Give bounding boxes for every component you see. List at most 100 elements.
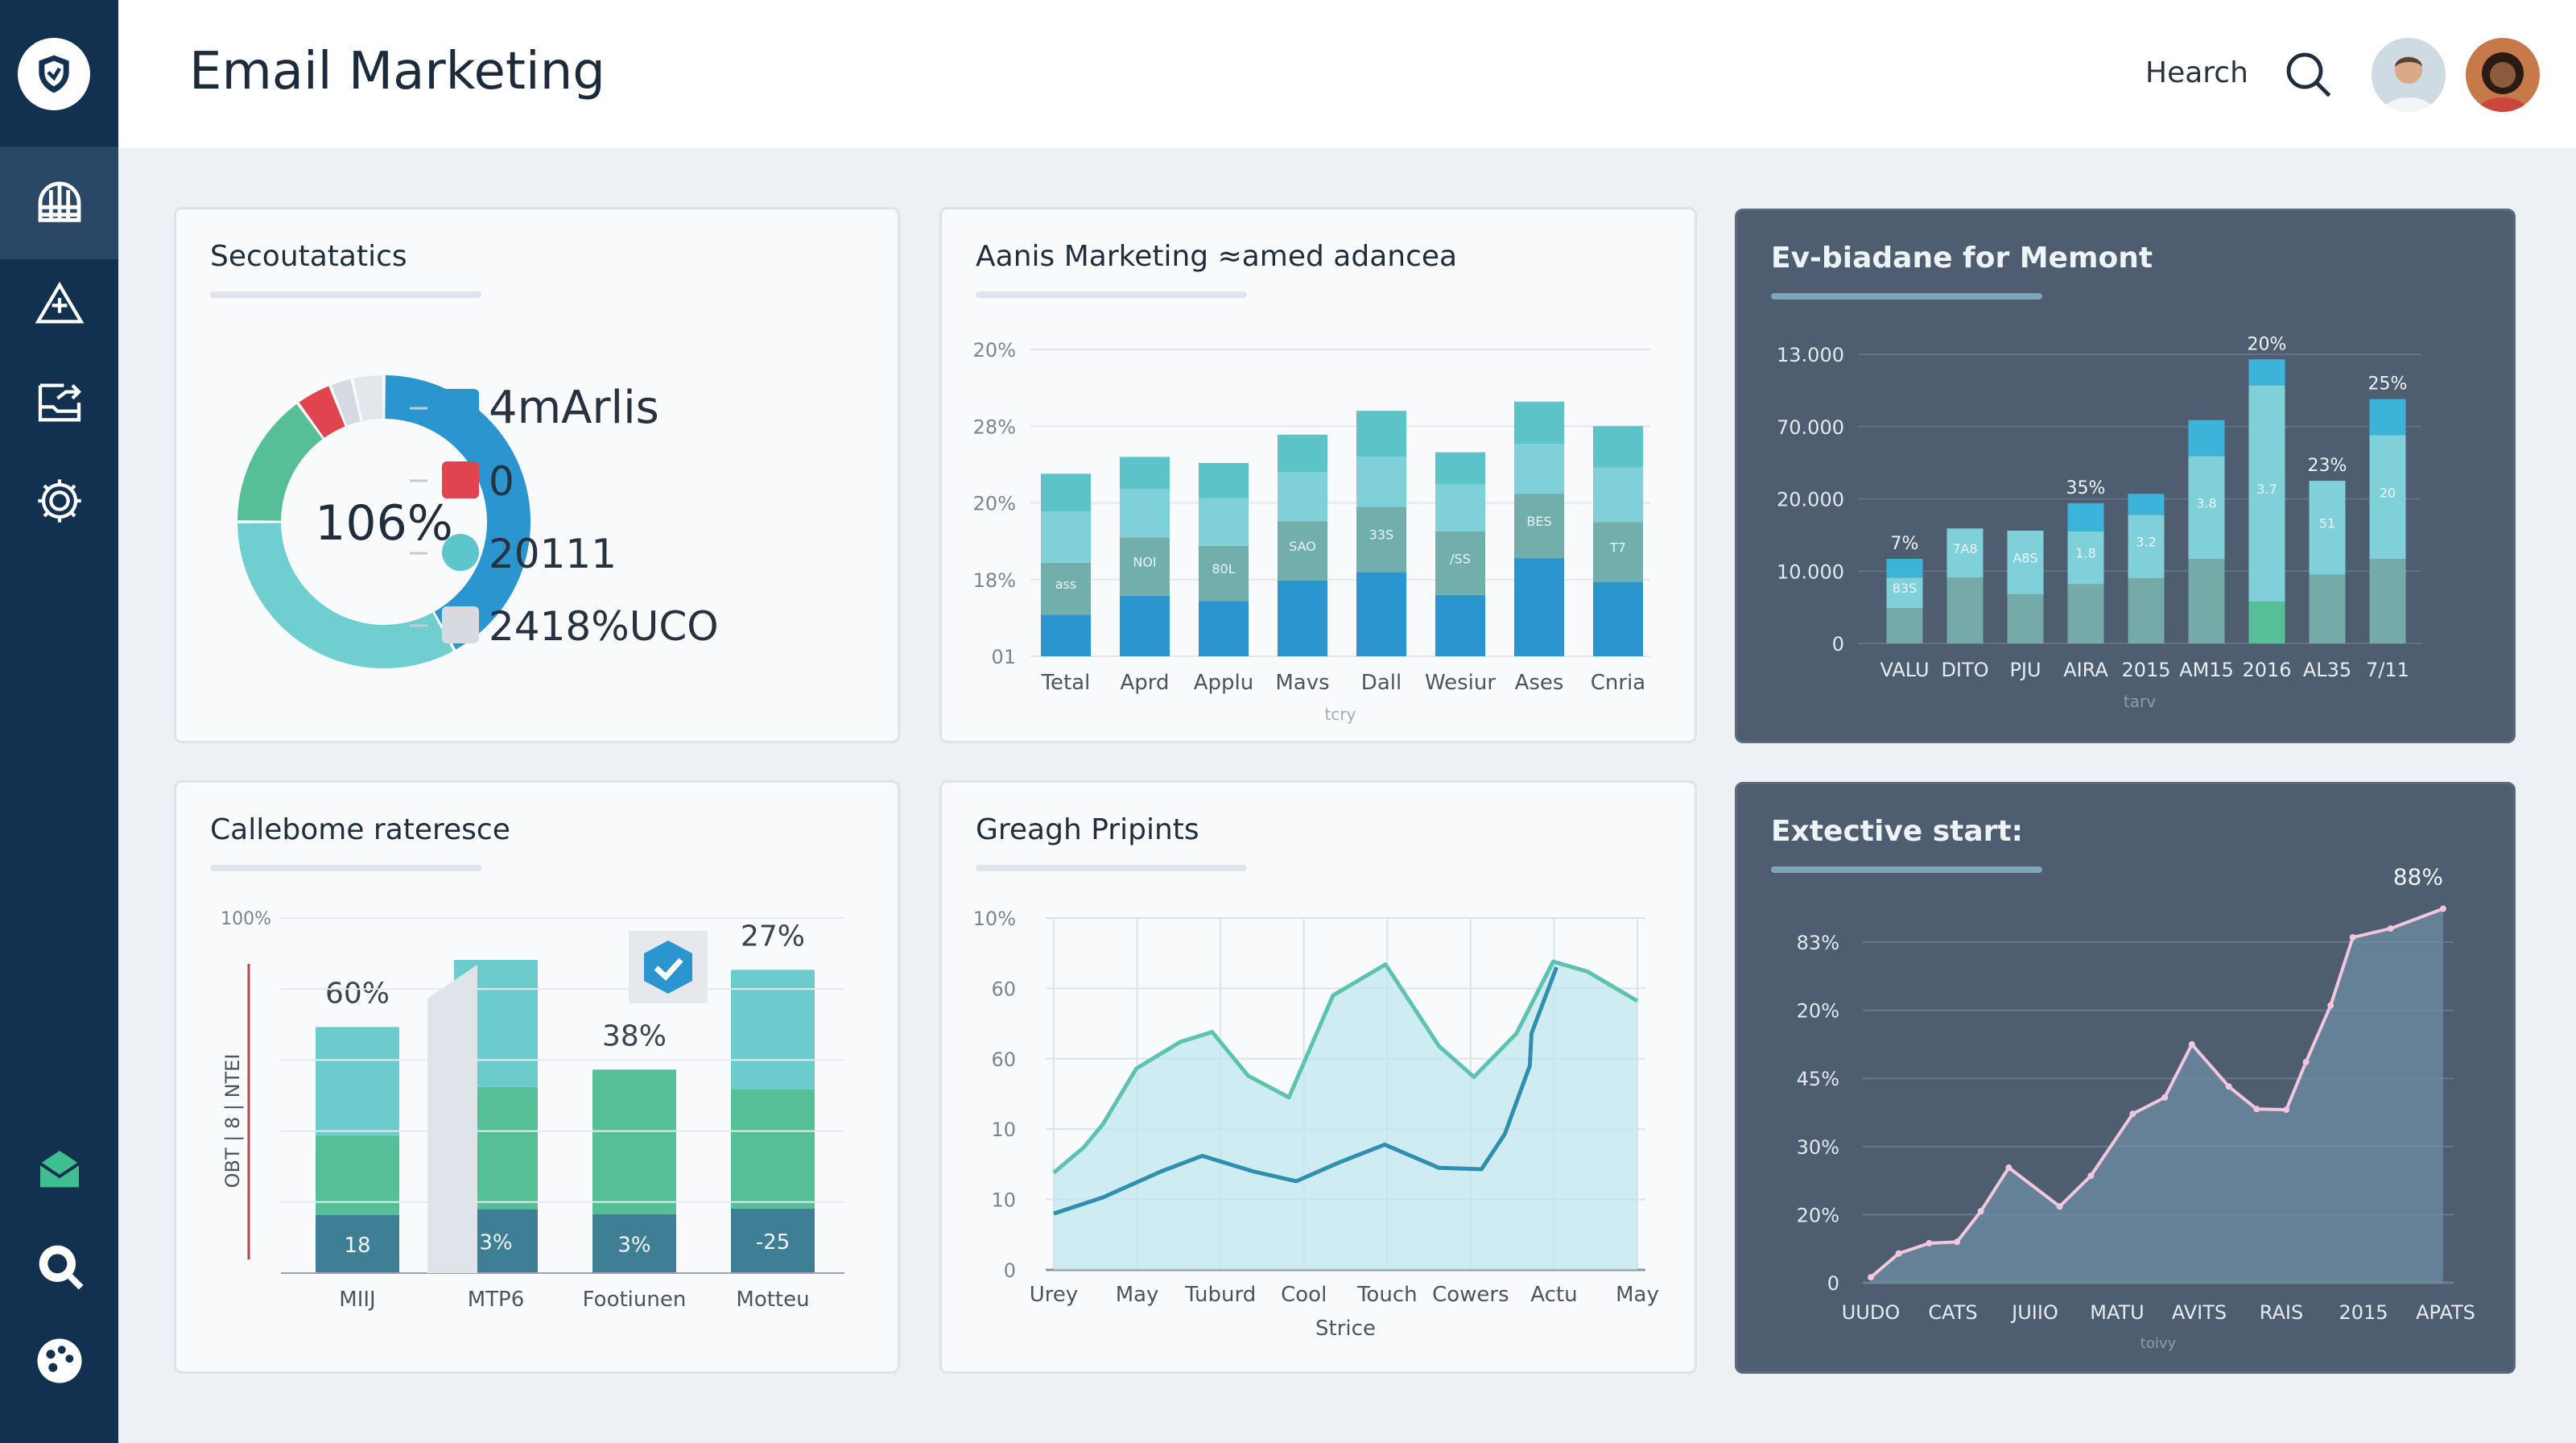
bar-segment bbox=[2248, 385, 2285, 602]
sidebar-item-alerts[interactable] bbox=[0, 256, 118, 353]
globe-grid-icon bbox=[38, 181, 80, 222]
bar-segment bbox=[1435, 531, 1485, 595]
y-tick-label: 20% bbox=[1797, 1000, 1839, 1023]
bar-inner-label: 1.8 bbox=[2075, 546, 2095, 561]
bar-segment bbox=[1886, 608, 1923, 643]
bar-segment bbox=[2067, 584, 2104, 643]
x-tick-label: Wesiur bbox=[1425, 671, 1496, 695]
x-tick-label: AM15 bbox=[2179, 659, 2234, 681]
x-tick-label: May bbox=[1616, 1283, 1659, 1307]
sidebar-item-palette[interactable] bbox=[0, 1313, 118, 1409]
x-tick-label: Tetal bbox=[1041, 671, 1091, 695]
bar-inner-label: T7 bbox=[1609, 540, 1626, 555]
x-tick-label: Mavs bbox=[1275, 671, 1329, 695]
bar-segment bbox=[2128, 515, 2165, 579]
x-tick-label: Motteu bbox=[736, 1288, 809, 1312]
bar-segment bbox=[1593, 467, 1643, 523]
y-tick-label: 0 bbox=[1827, 1272, 1839, 1295]
bar-inner-label: ass bbox=[1055, 577, 1076, 592]
data-point bbox=[2387, 925, 2394, 932]
legend-swatch-icon bbox=[442, 389, 479, 426]
bar-top-label: 20% bbox=[2248, 334, 2287, 354]
title-underline bbox=[1771, 293, 2042, 300]
y-tick-label: 18% bbox=[973, 569, 1016, 592]
donut-card: Secoutatatics 106% 4mArlis 0 20111 2418%UCO bbox=[174, 207, 900, 743]
x-tick-label: Applu bbox=[1194, 671, 1254, 695]
dark-line-chart-card: Extective start: 0 20% 30% 45% 20% 83% UUDO CAT… bbox=[1735, 782, 2516, 1374]
title-underline bbox=[210, 291, 481, 298]
x-tick-label: Aprd bbox=[1120, 671, 1169, 695]
bar-segment bbox=[2188, 558, 2225, 643]
bar-inner-label: 3.7 bbox=[2256, 482, 2277, 497]
data-point bbox=[2327, 1002, 2334, 1009]
bar-segment bbox=[1593, 426, 1643, 468]
bar-segment bbox=[1435, 594, 1485, 656]
bar-segment bbox=[731, 970, 815, 1090]
y-tick-label: 10.000 bbox=[1777, 560, 1844, 583]
y-tick-label: 13.000 bbox=[1777, 344, 1844, 366]
data-point bbox=[2056, 1203, 2063, 1210]
x-tick-label: MIIJ bbox=[339, 1288, 375, 1312]
bar-segment bbox=[2007, 530, 2044, 594]
shield-logo-icon[interactable] bbox=[18, 38, 90, 110]
bar-segment bbox=[1041, 473, 1091, 511]
x-tick-label: AIRA bbox=[2063, 659, 2108, 681]
bar-inner-label: 51 bbox=[2319, 515, 2335, 531]
y-tick-label: 0 bbox=[1832, 633, 1844, 655]
bar-segment bbox=[2369, 399, 2406, 436]
y-tick-label: 01 bbox=[991, 646, 1016, 668]
card-title: Greagh Pripints bbox=[976, 813, 1199, 846]
bar-segment bbox=[1886, 577, 1923, 609]
data-point bbox=[2439, 905, 2446, 912]
search-icon[interactable] bbox=[2282, 48, 2334, 100]
sidebar-item-reports[interactable] bbox=[0, 354, 118, 451]
data-point bbox=[1868, 1274, 1874, 1281]
x-tick-label: Actu bbox=[1530, 1283, 1577, 1307]
bar-segment bbox=[1199, 601, 1249, 656]
bar-segment bbox=[592, 1214, 676, 1273]
bar-inner-label: BES bbox=[1526, 514, 1551, 529]
bar-segment bbox=[1041, 562, 1091, 615]
card-title: Extective start: bbox=[1771, 815, 2024, 848]
bar-3d-shadow bbox=[427, 965, 477, 1273]
y-tick-label: 30% bbox=[1797, 1136, 1839, 1159]
y-tick-label: 45% bbox=[1797, 1068, 1839, 1090]
legend-label: 2418%UCO bbox=[489, 603, 719, 650]
bar-segment bbox=[1946, 528, 1984, 578]
search-label[interactable]: Hearch bbox=[2145, 56, 2248, 89]
x-tick-label: CATS bbox=[1928, 1301, 1977, 1324]
x-tick-label: AL35 bbox=[2303, 659, 2351, 681]
bar-segment bbox=[1041, 511, 1091, 563]
dark-bar-chart-card: Ev-biadane for Memont 0 10.000 20.000 70.00… bbox=[1735, 209, 2516, 743]
page-title: Email Marketing bbox=[189, 42, 605, 101]
x-tick-label: Cool bbox=[1281, 1283, 1327, 1307]
bar-segment bbox=[1120, 457, 1170, 490]
x-tick-label: AVITS bbox=[2172, 1301, 2227, 1324]
x-axis-label: toivy bbox=[2140, 1335, 2177, 1352]
data-point bbox=[2087, 1172, 2095, 1180]
avatar[interactable] bbox=[2466, 38, 2540, 112]
area-line-chart: 0 20% 30% 45% 20% 83% UUDO CATS JUIIO MATU AVITS RA… bbox=[1797, 864, 2475, 1352]
x-tick-label: Ases bbox=[1515, 671, 1564, 695]
bar-inner-label: 80L bbox=[1212, 561, 1235, 577]
bar-inner-label: 3% bbox=[479, 1230, 512, 1255]
sidebar-item-settings[interactable] bbox=[0, 453, 118, 549]
y-tick-label: 60 bbox=[991, 978, 1016, 1000]
y-tick-label: 10% bbox=[973, 908, 1016, 930]
y-tick-label: 20.000 bbox=[1777, 489, 1844, 511]
bar-segment bbox=[1120, 595, 1170, 656]
y-tick-label: 83% bbox=[1797, 932, 1839, 954]
data-point bbox=[2283, 1106, 2290, 1114]
bar-segment bbox=[1514, 494, 1564, 559]
data-point bbox=[2005, 1164, 2013, 1172]
avatar[interactable] bbox=[2372, 38, 2446, 112]
x-tick-label: MATU bbox=[2090, 1301, 2145, 1324]
sidebar-item-mail[interactable] bbox=[0, 1122, 118, 1218]
sidebar-item-search[interactable] bbox=[0, 1218, 118, 1314]
legend-label: 4mArlis bbox=[489, 382, 659, 434]
donut-chart: 106% 4mArlis 0 20111 2418%UCO bbox=[237, 375, 719, 669]
bar-segment bbox=[1356, 506, 1406, 573]
sidebar-item-dashboard[interactable] bbox=[0, 147, 118, 259]
stacked-bar-chart: 01 18% 20% 28% 20% ass Tetal NOI Aprd 80L Applu SAO… bbox=[973, 339, 1650, 724]
bar-segment bbox=[731, 1208, 815, 1273]
